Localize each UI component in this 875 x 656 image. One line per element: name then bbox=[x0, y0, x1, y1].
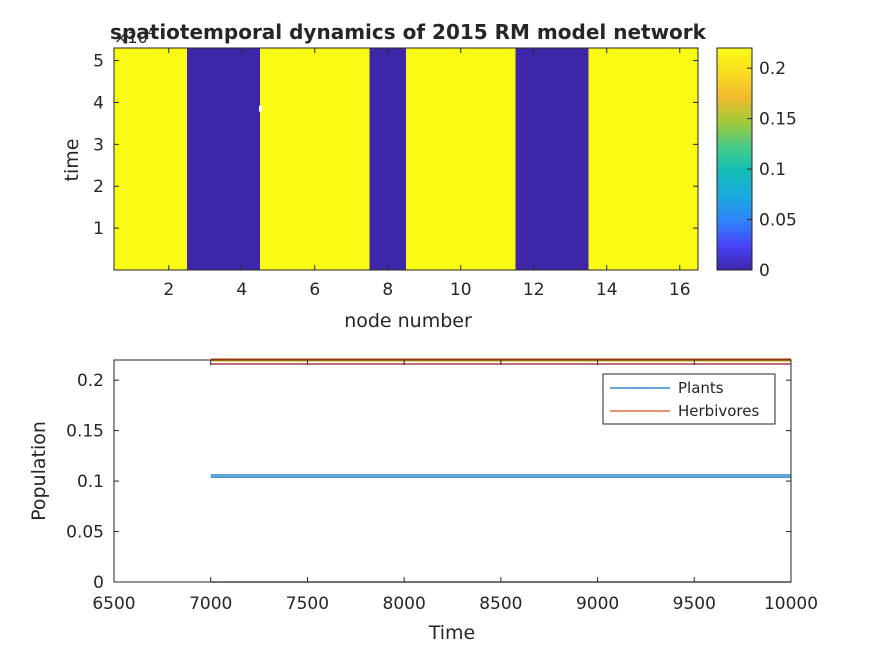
heatmap-cell-node-13 bbox=[552, 48, 589, 270]
heatmap-y-tick-label: 3 bbox=[93, 135, 104, 155]
heatmap-cell-node-11 bbox=[479, 48, 516, 270]
heatmap-cell-node-16 bbox=[661, 48, 699, 270]
colorbar-ticks: 0 0.05 0.1 0.15 0.2 bbox=[747, 59, 797, 281]
lineplot-y-tick-label: 0 bbox=[93, 573, 104, 593]
heatmap-y-tick-label: 4 bbox=[93, 93, 104, 113]
lineplot-axes-box bbox=[113, 359, 792, 583]
heatmap-cell-node-6 bbox=[296, 48, 334, 270]
lineplot-y-tick-label: 0.2 bbox=[77, 371, 104, 391]
lineplot-y-tick-label: 0.15 bbox=[66, 422, 104, 442]
heatmap-cell-node-1 bbox=[114, 48, 151, 270]
heatmap-y-ticks: 1 2 3 4 5 bbox=[93, 52, 698, 239]
heatmap-cell-node-7 bbox=[333, 48, 370, 270]
lineplot-x-tick-label: 10000 bbox=[764, 594, 818, 614]
lineplot-y-tick-label: 0.05 bbox=[66, 523, 104, 543]
heatmap-x-tick-label: 10 bbox=[450, 280, 472, 300]
heatmap-y-tick-label: 2 bbox=[93, 177, 104, 197]
heatmap-y-exponent: ×104 bbox=[114, 25, 155, 47]
lineplot-x-tick-label: 9500 bbox=[673, 594, 716, 614]
heatmap-cell-node-8 bbox=[369, 48, 407, 270]
heatmap-x-tick-label: 8 bbox=[382, 280, 393, 300]
lineplot-y-ticks: 0 0.05 0.1 0.15 0.2 bbox=[66, 371, 791, 593]
heatmap-x-tick-label: 6 bbox=[309, 280, 320, 300]
heatmap-cell-node-3 bbox=[187, 48, 224, 270]
heatmap-x-tick-label: 12 bbox=[523, 280, 545, 300]
heatmap-x-tick-label: 4 bbox=[236, 280, 247, 300]
colorbar-box bbox=[716, 47, 753, 271]
heatmap-ylabel: time bbox=[61, 139, 83, 182]
heatmap-y-tick-label: 1 bbox=[93, 219, 104, 239]
lineplot-ylabel: Population bbox=[28, 421, 50, 521]
heatmap-cell-node-15 bbox=[625, 48, 662, 270]
lineplot-xlabel: Time bbox=[428, 622, 476, 644]
lineplot-x-tick-label: 8500 bbox=[479, 594, 522, 614]
heatmap-x-ticks: 2 4 6 8 10 12 14 16 bbox=[163, 48, 691, 300]
heatmap-cell-node-14 bbox=[588, 48, 626, 270]
colorbar bbox=[717, 48, 752, 270]
heatmap-cell-node-9 bbox=[406, 48, 443, 270]
heatmap-cells bbox=[114, 48, 699, 270]
colorbar-tick-label: 0 bbox=[759, 261, 770, 281]
heatmap-x-tick-label: 2 bbox=[163, 280, 174, 300]
colorbar-tick-label: 0.15 bbox=[759, 110, 797, 130]
heatmap-x-tick-label: 16 bbox=[669, 280, 691, 300]
heatmap-markers bbox=[259, 105, 262, 112]
lineplot-x-ticks: 6500 7000 7500 8000 8500 9000 9500 10000 bbox=[92, 360, 818, 614]
heatmap-xlabel: node number bbox=[344, 310, 472, 332]
colorbar-tick-label: 0.1 bbox=[759, 160, 786, 180]
legend: Plants Herbivores bbox=[602, 373, 776, 425]
heatmap-speck bbox=[259, 105, 262, 112]
heatmap-cell-node-4 bbox=[223, 48, 261, 270]
lineplot-x-tick-label: 7500 bbox=[286, 594, 329, 614]
heatmap-x-tick-label: 14 bbox=[596, 280, 618, 300]
heatmap-axes-box bbox=[113, 47, 699, 271]
heatmap-cell-node-10 bbox=[442, 48, 480, 270]
heatmap-y-tick-label: 5 bbox=[93, 52, 104, 72]
lineplot-x-tick-label: 8000 bbox=[383, 594, 426, 614]
heatmap-cell-node-2 bbox=[150, 48, 188, 270]
colorbar-tick-label: 0.05 bbox=[759, 211, 797, 231]
legend-label-plants: Plants bbox=[678, 379, 724, 397]
colorbar-tick-label: 0.2 bbox=[759, 59, 786, 79]
heatmap-title: spatiotemporal dynamics of 2015 RM model… bbox=[110, 20, 707, 44]
legend-label-herbivores: Herbivores bbox=[678, 402, 759, 420]
heatmap-cell-node-12 bbox=[515, 48, 553, 270]
lineplot-x-tick-label: 7000 bbox=[189, 594, 232, 614]
legend-box bbox=[602, 373, 776, 425]
heatmap-cell-node-5 bbox=[260, 48, 297, 270]
lineplot-y-tick-label: 0.1 bbox=[77, 472, 104, 492]
lineplot-x-tick-label: 6500 bbox=[92, 594, 135, 614]
lineplot-x-tick-label: 9000 bbox=[576, 594, 619, 614]
